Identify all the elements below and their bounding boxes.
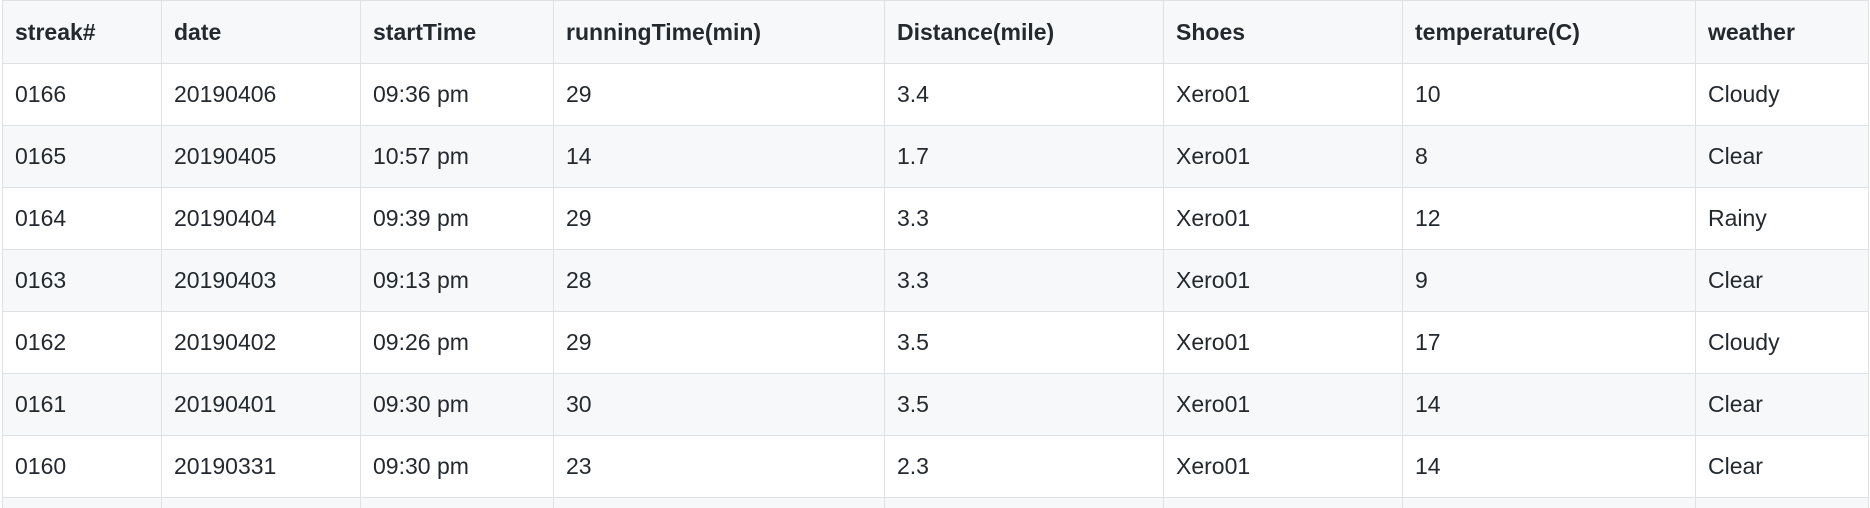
cell-distance: 3.3 [884,249,1164,312]
column-header-temperature: temperature(C) [1402,0,1696,64]
cell-date: 20190405 [161,125,361,188]
cell-weather: Clear [1695,373,1869,436]
cell-distance: 2.3 [884,435,1164,498]
cell-date: 20190404 [161,187,361,250]
cell-empty [1402,497,1696,508]
header-row: streak# date startTime runningTime(min) … [2,0,1869,64]
cell-empty [1163,497,1403,508]
cell-distance: 3.5 [884,373,1164,436]
column-header-weather: weather [1695,0,1869,64]
column-header-date: date [161,0,361,64]
cell-running-time: 30 [553,373,885,436]
cell-weather: Rainy [1695,187,1869,250]
table-header: streak# date startTime runningTime(min) … [2,0,1869,64]
cell-streak: 0166 [2,63,162,126]
cell-distance: 3.3 [884,187,1164,250]
column-header-streak: streak# [2,0,162,64]
cell-date: 20190403 [161,249,361,312]
table-row: 0165 20190405 10:57 pm 14 1.7 Xero01 8 C… [2,125,1869,188]
table-row: 0166 20190406 09:36 pm 29 3.4 Xero01 10 … [2,63,1869,126]
column-header-distance: Distance(mile) [884,0,1164,64]
cell-weather: Cloudy [1695,311,1869,374]
cell-streak: 0160 [2,435,162,498]
cell-running-time: 29 [553,63,885,126]
cell-start-time: 09:26 pm [360,311,554,374]
table-row: 0163 20190403 09:13 pm 28 3.3 Xero01 9 C… [2,249,1869,312]
cell-distance: 1.7 [884,125,1164,188]
table-row-partial [2,497,1869,508]
cell-start-time: 09:13 pm [360,249,554,312]
cell-temperature: 12 [1402,187,1696,250]
cell-running-time: 14 [553,125,885,188]
cell-running-time: 29 [553,311,885,374]
table-row: 0164 20190404 09:39 pm 29 3.3 Xero01 12 … [2,187,1869,250]
column-header-start-time: startTime [360,0,554,64]
cell-date: 20190331 [161,435,361,498]
cell-temperature: 9 [1402,249,1696,312]
table-row: 0160 20190331 09:30 pm 23 2.3 Xero01 14 … [2,435,1869,498]
cell-shoes: Xero01 [1163,63,1403,126]
cell-temperature: 14 [1402,435,1696,498]
column-header-shoes: Shoes [1163,0,1403,64]
cell-running-time: 28 [553,249,885,312]
cell-temperature: 17 [1402,311,1696,374]
cell-empty [161,497,361,508]
cell-empty [553,497,885,508]
cell-date: 20190406 [161,63,361,126]
column-header-running-time: runningTime(min) [553,0,885,64]
cell-streak: 0164 [2,187,162,250]
table-body: 0166 20190406 09:36 pm 29 3.4 Xero01 10 … [2,63,1869,508]
table-row: 0161 20190401 09:30 pm 30 3.5 Xero01 14 … [2,373,1869,436]
cell-shoes: Xero01 [1163,373,1403,436]
cell-shoes: Xero01 [1163,249,1403,312]
cell-temperature: 14 [1402,373,1696,436]
cell-temperature: 10 [1402,63,1696,126]
cell-start-time: 10:57 pm [360,125,554,188]
cell-date: 20190402 [161,311,361,374]
cell-streak: 0163 [2,249,162,312]
cell-streak: 0165 [2,125,162,188]
cell-streak: 0162 [2,311,162,374]
cell-temperature: 8 [1402,125,1696,188]
cell-shoes: Xero01 [1163,125,1403,188]
cell-empty [2,497,162,508]
cell-weather: Clear [1695,125,1869,188]
cell-shoes: Xero01 [1163,311,1403,374]
cell-distance: 3.5 [884,311,1164,374]
table-row: 0162 20190402 09:26 pm 29 3.5 Xero01 17 … [2,311,1869,374]
cell-start-time: 09:39 pm [360,187,554,250]
cell-distance: 3.4 [884,63,1164,126]
cell-date: 20190401 [161,373,361,436]
cell-weather: Clear [1695,435,1869,498]
cell-running-time: 23 [553,435,885,498]
cell-empty [884,497,1164,508]
cell-empty [1695,497,1869,508]
cell-shoes: Xero01 [1163,187,1403,250]
cell-start-time: 09:36 pm [360,63,554,126]
cell-start-time: 09:30 pm [360,373,554,436]
cell-empty [360,497,554,508]
cell-start-time: 09:30 pm [360,435,554,498]
cell-streak: 0161 [2,373,162,436]
cell-running-time: 29 [553,187,885,250]
cell-weather: Cloudy [1695,63,1869,126]
cell-weather: Clear [1695,249,1869,312]
cell-shoes: Xero01 [1163,435,1403,498]
